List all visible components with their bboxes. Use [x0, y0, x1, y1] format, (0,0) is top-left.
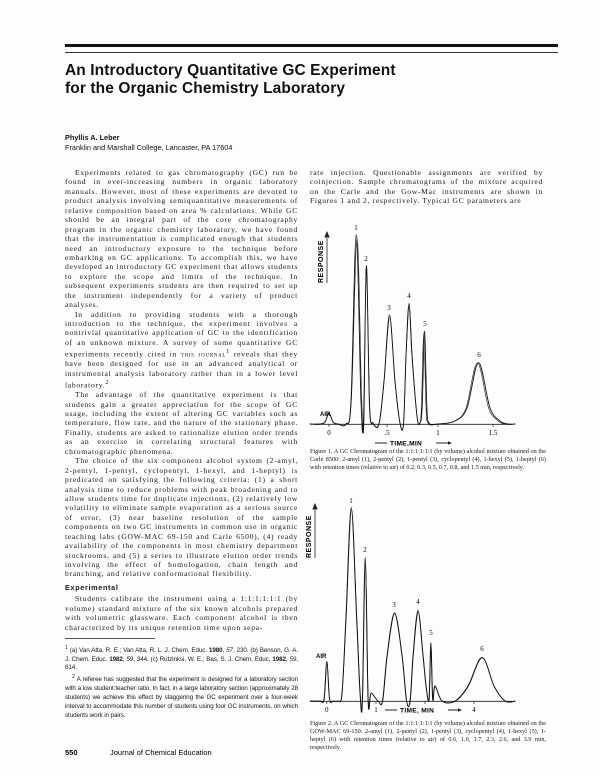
svg-text:AIR: AIR — [316, 654, 327, 660]
svg-text:3: 3 — [387, 304, 391, 312]
svg-text:6: 6 — [480, 645, 484, 653]
svg-text:1: 1 — [436, 429, 440, 437]
svg-text:3: 3 — [392, 601, 396, 609]
svg-text:RESPONSE: RESPONSE — [306, 515, 313, 558]
svg-text:TIME,MIN: TIME,MIN — [390, 441, 422, 447]
svg-text:6: 6 — [477, 351, 481, 359]
svg-text:1.5: 1.5 — [489, 429, 498, 437]
svg-text:4: 4 — [472, 706, 476, 714]
svg-text:.5: .5 — [384, 429, 390, 437]
svg-text:1: 1 — [374, 706, 378, 714]
svg-text:TIME, MIN: TIME, MIN — [400, 708, 434, 715]
svg-text:RESPONSE: RESPONSE — [318, 240, 325, 283]
svg-text:2: 2 — [364, 255, 368, 263]
svg-text:1: 1 — [349, 497, 353, 505]
svg-text:4: 4 — [407, 292, 411, 300]
svg-text:0: 0 — [325, 706, 329, 714]
svg-text:1: 1 — [354, 224, 358, 232]
svg-text:2: 2 — [363, 546, 367, 554]
svg-text:5: 5 — [423, 320, 427, 328]
svg-text:4: 4 — [416, 598, 420, 606]
svg-text:5: 5 — [429, 629, 433, 637]
svg-text:0: 0 — [327, 429, 331, 437]
